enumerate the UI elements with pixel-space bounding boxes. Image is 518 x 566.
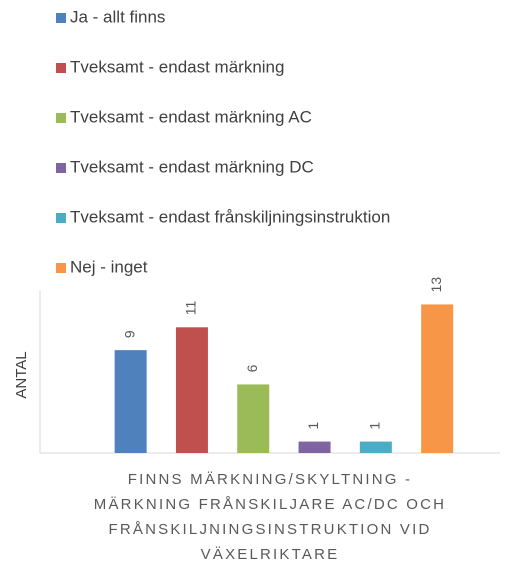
- bar: [114, 350, 147, 453]
- legend-label: Tveksamt - endast märkning: [70, 57, 284, 76]
- x-axis-label: FINNS MÄRKNING/SKYLTNING -: [128, 471, 412, 488]
- bar: [298, 441, 331, 453]
- x-axis-label: VÄXELRIKTARE: [201, 546, 340, 563]
- data-label: 9: [121, 330, 137, 338]
- bar: [175, 327, 208, 453]
- y-axis-label: ANTAL: [13, 351, 30, 398]
- legend-label: Nej - inget: [70, 257, 148, 276]
- legend-label: Tveksamt - endast frånskiljningsinstrukt…: [70, 207, 390, 226]
- x-axis-label: FRÅNSKILJNINGSINSTRUKTION VID: [109, 521, 432, 538]
- data-label: 1: [367, 422, 383, 430]
- legend-swatch: [56, 263, 66, 273]
- bar: [237, 384, 270, 453]
- data-label: 1: [305, 422, 321, 430]
- bar: [421, 304, 454, 453]
- data-label: 6: [244, 364, 260, 372]
- legend-label: Ja - allt finns: [70, 7, 165, 26]
- legend-label: Tveksamt - endast märkning AC: [70, 107, 312, 126]
- x-axis-label: MÄRKNING FRÅNSKILJARE AC/DC OCH: [94, 496, 446, 513]
- data-label: 13: [428, 277, 444, 293]
- legend-swatch: [56, 113, 66, 123]
- data-label: 11: [183, 301, 199, 316]
- legend-swatch: [56, 63, 66, 73]
- legend-swatch: [56, 213, 66, 223]
- legend-label: Tveksamt - endast märkning DC: [70, 157, 314, 176]
- legend-swatch: [56, 13, 66, 23]
- legend-swatch: [56, 163, 66, 173]
- bar: [359, 441, 392, 453]
